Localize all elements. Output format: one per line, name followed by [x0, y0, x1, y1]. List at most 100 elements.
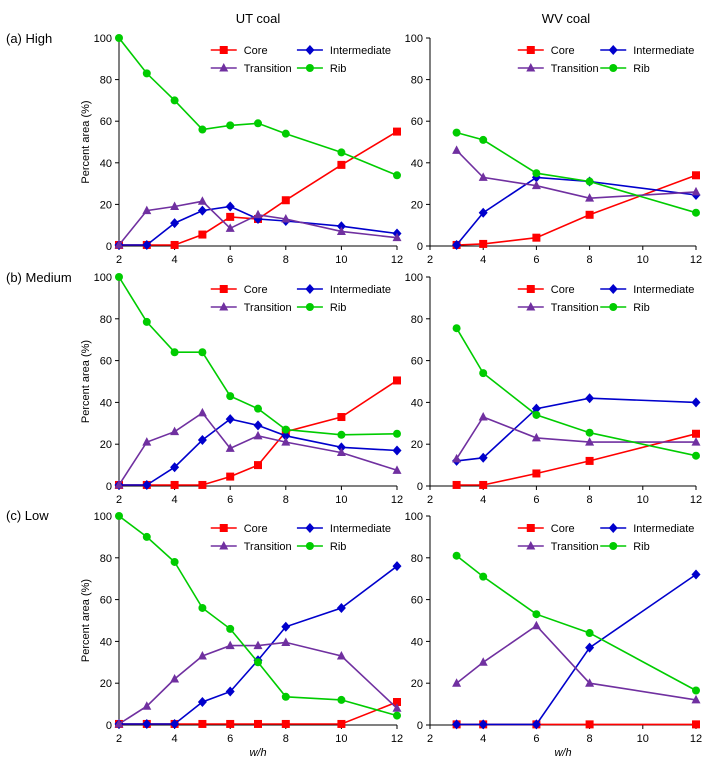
legend-label-intermediate: Intermediate	[330, 284, 391, 296]
data-point-transition	[225, 223, 235, 232]
data-point-core	[198, 230, 207, 239]
data-point-core	[692, 171, 700, 180]
x-tick-label: 4	[480, 254, 486, 266]
y-tick-label: 0	[106, 481, 112, 493]
data-point-core	[452, 480, 461, 489]
data-point-rib	[585, 629, 594, 638]
series-line-intermediate	[456, 397, 697, 462]
data-point-transition	[253, 430, 263, 440]
data-point-rib	[337, 148, 346, 157]
legend-label-core: Core	[551, 284, 575, 296]
y-tick-label: 100	[405, 511, 423, 523]
legend-label-transition: Transition	[244, 541, 292, 553]
data-point-rib	[532, 410, 541, 419]
x-tick-label: 2	[427, 254, 433, 266]
data-point-core	[198, 719, 207, 728]
x-tick-label: 10	[637, 733, 649, 745]
data-point-rib	[337, 430, 346, 439]
data-point-rib	[393, 711, 401, 720]
data-point-transition	[452, 678, 462, 687]
y-tick-label: 100	[94, 33, 112, 45]
series-line-core	[456, 174, 697, 246]
x-tick-label: 10	[335, 494, 347, 506]
data-point-intermediate	[452, 239, 462, 250]
x-axis-label: w/h	[249, 747, 266, 758]
row-label-high: (a) High	[6, 31, 52, 46]
data-point-rib	[393, 171, 401, 180]
row-label-medium: (b) Medium	[6, 270, 72, 285]
data-point-core	[337, 719, 346, 728]
x-axis-label: w/h	[554, 747, 571, 758]
data-point-intermediate	[142, 718, 152, 729]
data-point-transition	[691, 437, 701, 446]
data-point-intermediate	[392, 445, 402, 456]
data-point-intermediate	[225, 201, 235, 212]
x-tick-label: 12	[391, 494, 403, 506]
legend-label-intermediate: Intermediate	[330, 523, 391, 535]
row-label-low: (c) Low	[6, 508, 49, 523]
data-point-transition	[585, 437, 595, 446]
y-tick-label: 0	[417, 481, 423, 493]
data-point-rib	[452, 128, 461, 137]
data-point-transition	[114, 239, 124, 249]
y-tick-label: 100	[94, 272, 112, 284]
legend-marker-core	[526, 46, 535, 54]
series-line-rib	[456, 555, 697, 692]
data-point-intermediate	[197, 435, 207, 446]
data-point-rib	[532, 610, 541, 619]
data-point-intermediate	[170, 718, 180, 729]
column-title-ut: UT coal	[236, 11, 281, 26]
data-point-rib	[393, 429, 401, 438]
data-point-intermediate	[336, 221, 346, 232]
data-point-transition	[478, 412, 488, 421]
data-point-transition	[142, 701, 152, 710]
data-point-intermediate	[197, 697, 207, 708]
y-tick-label: 80	[100, 75, 112, 87]
legend-label-transition: Transition	[244, 302, 292, 314]
y-tick-label: 20	[100, 439, 112, 451]
data-point-core	[532, 469, 541, 478]
data-point-rib	[585, 177, 594, 186]
legend-marker-intermediate	[608, 45, 618, 55]
x-tick-label: 12	[391, 254, 403, 266]
data-point-transition	[336, 447, 346, 457]
x-tick-label: 10	[335, 733, 347, 745]
x-tick-label: 6	[533, 733, 539, 745]
data-point-core	[170, 240, 179, 249]
legend-marker-transition	[219, 541, 229, 550]
data-point-intermediate	[225, 686, 235, 697]
y-tick-label: 60	[411, 595, 423, 607]
data-point-intermediate	[336, 442, 346, 453]
data-point-rib	[198, 603, 207, 612]
legend-label-rib: Rib	[330, 302, 347, 314]
chart-panel: 0 20 40 60 80 100 2 4 6 8 10 12 Percent area (%) Core…	[80, 272, 403, 506]
data-point-transition	[170, 201, 180, 210]
x-tick-label: 6	[533, 254, 539, 266]
data-point-transition	[197, 407, 207, 417]
y-tick-label: 0	[417, 241, 423, 253]
x-tick-label: 2	[116, 494, 122, 506]
legend-marker-core	[526, 524, 535, 532]
y-tick-label: 100	[94, 511, 112, 523]
y-tick-label: 100	[405, 33, 423, 45]
legend-marker-intermediate	[608, 523, 618, 533]
x-tick-label: 12	[690, 254, 702, 266]
data-point-core	[337, 413, 346, 422]
data-point-intermediate	[531, 719, 541, 730]
y-tick-label: 40	[100, 158, 112, 170]
legend-marker-core	[219, 46, 228, 54]
data-point-rib	[254, 658, 262, 667]
data-point-core	[479, 239, 488, 248]
data-point-rib	[692, 451, 700, 460]
data-point-core	[479, 480, 488, 489]
data-point-core	[585, 456, 594, 465]
legend-marker-intermediate	[608, 284, 618, 294]
y-tick-label: 40	[411, 397, 423, 409]
legend-marker-intermediate	[305, 284, 315, 294]
series-line-transition	[118, 641, 398, 725]
y-tick-label: 20	[100, 678, 112, 690]
data-point-rib	[281, 425, 290, 434]
y-tick-label: 20	[411, 678, 423, 690]
data-point-transition	[336, 226, 346, 235]
y-tick-label: 0	[417, 720, 423, 732]
